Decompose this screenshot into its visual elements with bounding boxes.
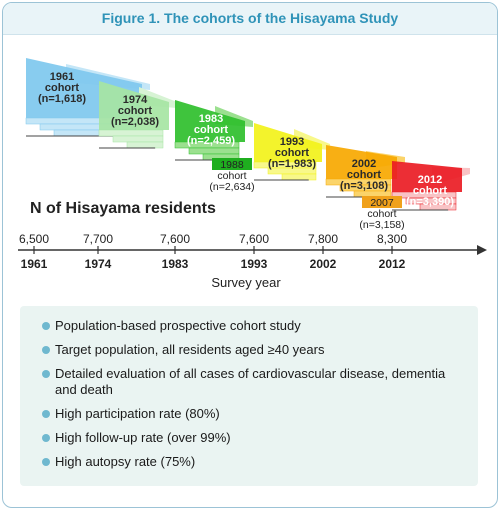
cohort-label: 2012 bbox=[418, 174, 442, 186]
feature-text: High autopsy rate (75%) bbox=[55, 454, 196, 469]
feature-text: High participation rate (80%) bbox=[55, 406, 220, 421]
cohort-followup-step bbox=[98, 129, 164, 137]
bullet-icon bbox=[42, 434, 50, 442]
cohort-wedge bbox=[326, 145, 397, 179]
subcohort-label: cohort bbox=[367, 208, 396, 220]
timeline-year-label: 2012 bbox=[379, 257, 406, 271]
residents-count: 6,500 bbox=[19, 232, 49, 246]
feature-text: Detailed evaluation of all cases of card… bbox=[55, 366, 446, 397]
bullet-icon bbox=[42, 410, 50, 418]
residents-count: 7,700 bbox=[83, 232, 113, 246]
cohort-label: (n=1,618) bbox=[38, 93, 86, 105]
feature-text: High follow-up rate (over 99%) bbox=[55, 430, 231, 445]
timeline-year-label: 1974 bbox=[85, 257, 112, 271]
cohort-label: (n=2,459) bbox=[187, 135, 235, 147]
residents-heading: N of Hisayama residents bbox=[30, 200, 216, 217]
subcohort-year: 1988 bbox=[220, 159, 244, 171]
bullet-icon bbox=[42, 458, 50, 466]
subcohort-marker bbox=[362, 196, 402, 208]
subcohort-marker bbox=[212, 158, 252, 170]
timeline-year-label: 1961 bbox=[21, 257, 48, 271]
residents-count: 8,300 bbox=[377, 232, 407, 246]
feature-item: High participation rate (80%) bbox=[42, 406, 466, 422]
bullet-icon bbox=[42, 322, 50, 330]
feature-item: Target population, all residents aged ≥4… bbox=[42, 342, 466, 358]
cohort-label: 1974 bbox=[123, 94, 148, 106]
cohort-wedge bbox=[99, 81, 169, 130]
timeline-year-label: 2002 bbox=[310, 257, 337, 271]
axis-label-survey-year: Survey year bbox=[211, 275, 281, 290]
cohort-followup-step bbox=[281, 173, 317, 181]
cohort-label: 1993 bbox=[280, 136, 304, 148]
feature-item: Detailed evaluation of all cases of card… bbox=[42, 366, 466, 398]
residents-count: 7,600 bbox=[239, 232, 269, 246]
cohort-label: cohort bbox=[45, 82, 80, 94]
cohort-label: cohort bbox=[413, 185, 448, 197]
subcohort-n: (n=3,158) bbox=[359, 219, 404, 231]
residents-count: 7,600 bbox=[160, 232, 190, 246]
cohort-label: (n=1,983) bbox=[268, 158, 316, 170]
cohort-label: (n=3,108) bbox=[340, 180, 388, 192]
feature-item: High autopsy rate (75%) bbox=[42, 454, 466, 470]
cohort-label: (n=3,390) bbox=[406, 196, 454, 208]
cohort-wedge bbox=[254, 123, 322, 162]
cohort-label: cohort bbox=[118, 105, 153, 117]
cohort-label: cohort bbox=[347, 169, 382, 181]
cohort-followup-step bbox=[126, 141, 164, 149]
cohort-wedge bbox=[175, 100, 245, 142]
figure-title: Figure 1. The cohorts of the Hisayama St… bbox=[3, 3, 497, 35]
subcohort-label: cohort bbox=[217, 170, 246, 182]
cohort-label: 1983 bbox=[199, 113, 223, 125]
timeline-year-label: 1983 bbox=[162, 257, 189, 271]
residents-count: 7,800 bbox=[308, 232, 338, 246]
timeline-arrowhead bbox=[477, 245, 487, 255]
cohort-label: cohort bbox=[194, 124, 229, 136]
feature-text: Population-based prospective cohort stud… bbox=[55, 318, 301, 333]
feature-text: Target population, all residents aged ≥4… bbox=[55, 342, 325, 357]
cohort-label: (n=2,038) bbox=[111, 116, 159, 128]
cohort-label: 1961 bbox=[50, 71, 74, 83]
cohort-followup-step bbox=[112, 135, 164, 143]
bullet-icon bbox=[42, 346, 50, 354]
cohort-followup-step bbox=[188, 147, 240, 155]
feature-list: Population-based prospective cohort stud… bbox=[20, 306, 478, 486]
cohort-label: cohort bbox=[275, 147, 310, 159]
bullet-icon bbox=[42, 370, 50, 378]
feature-item: High follow-up rate (over 99%) bbox=[42, 430, 466, 446]
subcohort-year: 2007 bbox=[370, 197, 394, 209]
timeline-year-label: 1993 bbox=[241, 257, 268, 271]
feature-item: Population-based prospective cohort stud… bbox=[42, 318, 466, 334]
cohort-label: 2002 bbox=[352, 158, 376, 170]
subcohort-n: (n=2,634) bbox=[209, 181, 254, 193]
cohort-wedge bbox=[392, 161, 462, 192]
